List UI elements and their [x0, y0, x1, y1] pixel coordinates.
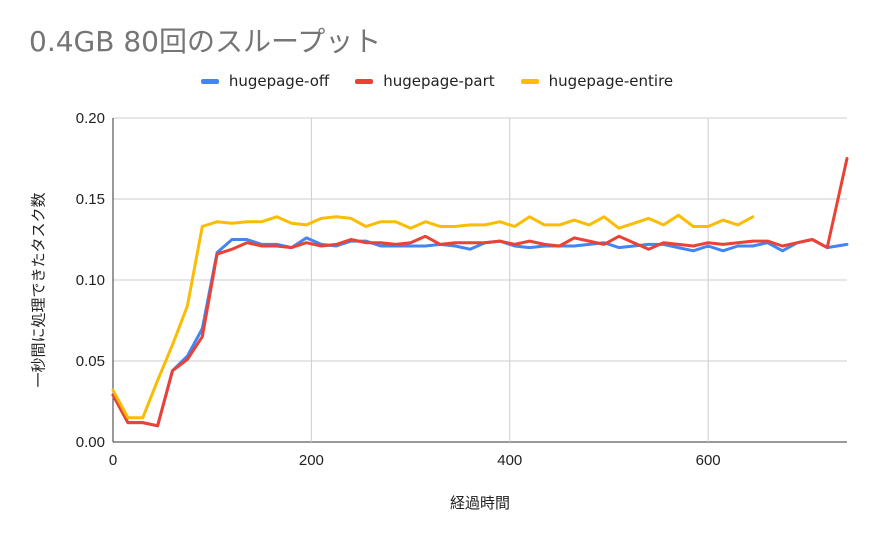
y-tick-label: 0.20	[76, 110, 105, 127]
y-tick-label: 0.10	[76, 272, 105, 289]
legend-item-hugepage-part[interactable]: hugepage-part	[355, 72, 495, 90]
x-tick-label: 600	[696, 452, 721, 469]
x-axis-label: 経過時間	[449, 494, 511, 512]
legend-label-hugepage-entire: hugepage-entire	[548, 72, 674, 90]
legend-item-hugepage-entire[interactable]: hugepage-entire	[520, 72, 674, 90]
y-tick-label: 0.05	[76, 353, 105, 370]
legend-item-hugepage-off[interactable]: hugepage-off	[200, 72, 330, 90]
y-tick-label: 0.00	[76, 434, 105, 451]
chart-title: 0.4GB 80回のスループット	[29, 25, 382, 58]
series-line-hugepage-entire	[111, 213, 755, 420]
legend-swatch-hugepage-part	[355, 78, 374, 84]
series-line-hugepage-off	[111, 236, 849, 428]
legend-swatch-hugepage-entire	[520, 78, 539, 84]
legend-label-hugepage-part: hugepage-part	[383, 72, 495, 90]
series-line-hugepage-part	[111, 157, 849, 428]
legend-label-hugepage-off: hugepage-off	[228, 72, 330, 90]
x-tick-label: 0	[109, 452, 117, 469]
x-tick-label: 400	[497, 452, 522, 469]
y-tick-label: 0.15	[76, 191, 105, 208]
y-axis-label: 一秒間に処理できたタスク数	[29, 192, 48, 388]
legend: hugepage-off hugepage-part hugepage-enti…	[0, 72, 874, 90]
x-tick-label: 200	[299, 452, 324, 469]
legend-swatch-hugepage-off	[200, 78, 219, 84]
